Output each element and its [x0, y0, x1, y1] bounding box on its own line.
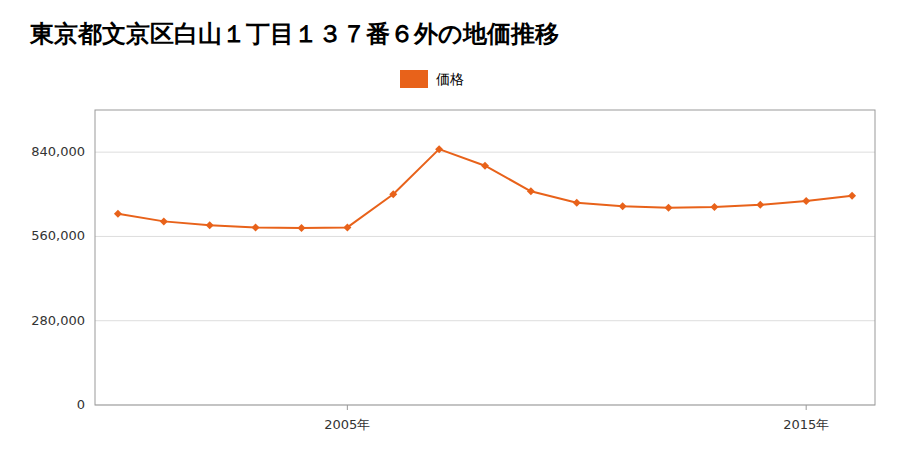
marker — [848, 192, 856, 200]
marker — [297, 224, 305, 232]
marker — [435, 145, 443, 153]
x-tick-label: 2005年 — [324, 417, 370, 432]
marker — [619, 202, 627, 210]
marker — [710, 203, 718, 211]
marker — [114, 210, 122, 218]
data-group — [114, 145, 856, 232]
x-tick-label: 2015年 — [783, 417, 829, 432]
chart-svg: 東京都文京区白山１丁目１３７番６外の地価推移 0 280,000 560,000 840… — [0, 0, 900, 450]
background — [0, 0, 900, 450]
grid-line — [95, 236, 875, 237]
marker — [160, 217, 168, 225]
y-tick-label: 280,000 — [31, 313, 85, 328]
x-tick — [347, 405, 348, 410]
grid-line — [95, 320, 875, 321]
marker — [802, 197, 810, 205]
marker — [527, 187, 535, 195]
plot-frame — [95, 110, 875, 405]
y-tick-label: 840,000 — [31, 144, 85, 159]
marker — [206, 221, 214, 229]
x-tick — [806, 405, 807, 410]
marker — [481, 162, 489, 170]
legend-swatch — [400, 70, 428, 88]
grid — [95, 152, 875, 405]
legend: 価格 — [400, 70, 464, 88]
marker — [389, 190, 397, 198]
title: 東京都文京区白山１丁目１３７番６外の地価推移 — [29, 20, 559, 48]
marker — [343, 223, 351, 231]
y-tick-label: 0 — [77, 397, 85, 412]
marker — [665, 204, 673, 212]
grid-line — [95, 152, 875, 153]
chart-container: 東京都文京区白山１丁目１３７番６外の地価推移 0 280,000 560,000 840… — [0, 0, 900, 450]
line — [118, 149, 852, 228]
marker — [252, 223, 260, 231]
marker — [756, 201, 764, 209]
marker — [573, 199, 581, 207]
y-tick-label: 560,000 — [31, 228, 85, 243]
legend-label: 価格 — [436, 71, 464, 87]
